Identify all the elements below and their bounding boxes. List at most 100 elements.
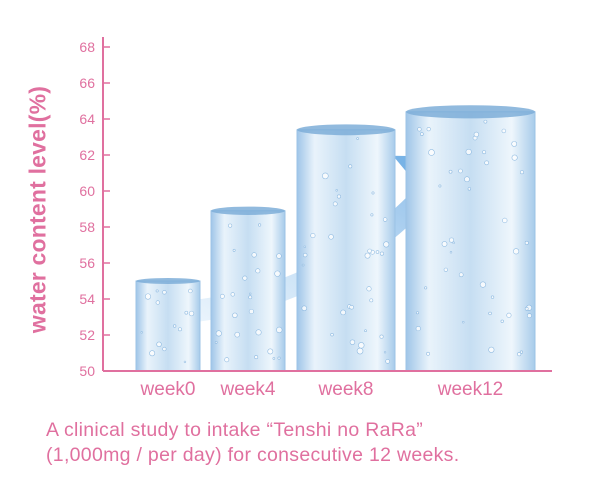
y-tick-label: 66 bbox=[79, 75, 95, 91]
bubble bbox=[274, 270, 281, 277]
bubble bbox=[335, 189, 338, 192]
y-tick-label: 62 bbox=[79, 147, 95, 163]
y-tick-label: 58 bbox=[79, 219, 95, 235]
bubble bbox=[364, 252, 371, 259]
bubble bbox=[501, 128, 507, 134]
bubble bbox=[366, 286, 372, 292]
bubble bbox=[482, 150, 487, 155]
caption-line-2: (1,000mg / per day) for consecutive 12 w… bbox=[46, 444, 460, 466]
bubble bbox=[511, 154, 518, 161]
bubble bbox=[458, 168, 463, 174]
y-tick-label: 64 bbox=[79, 111, 95, 127]
bubble bbox=[506, 312, 512, 318]
bubble bbox=[484, 160, 489, 166]
y-tick-label: 54 bbox=[79, 291, 95, 307]
bubble bbox=[228, 223, 233, 228]
bar-week4 bbox=[210, 206, 286, 372]
bubble bbox=[234, 331, 240, 338]
bubble bbox=[483, 119, 488, 124]
study-caption: A clinical study to intake “Tenshi no Ra… bbox=[46, 418, 459, 468]
bubble bbox=[255, 329, 262, 336]
bubble bbox=[383, 351, 387, 354]
bubble bbox=[214, 341, 218, 344]
bubble bbox=[328, 234, 334, 240]
bar-glass bbox=[135, 280, 201, 372]
bubble bbox=[349, 339, 356, 345]
y-tick-label: 52 bbox=[79, 327, 95, 343]
bubble bbox=[488, 311, 492, 316]
bubble bbox=[449, 251, 453, 254]
bubble bbox=[155, 300, 160, 305]
bubble bbox=[184, 310, 189, 315]
bubble bbox=[458, 272, 464, 278]
bubble bbox=[467, 187, 472, 191]
bubble bbox=[356, 347, 364, 355]
bubble bbox=[502, 217, 508, 224]
bubble bbox=[375, 250, 380, 254]
bubble bbox=[364, 329, 367, 333]
bubble bbox=[358, 342, 365, 349]
bubble bbox=[473, 131, 480, 138]
bubble bbox=[519, 350, 524, 354]
bubble bbox=[215, 330, 222, 337]
bar-water-surface bbox=[211, 206, 285, 215]
bubble bbox=[267, 348, 274, 355]
bubble bbox=[224, 357, 230, 363]
bubble bbox=[383, 241, 390, 248]
bubble bbox=[449, 237, 455, 243]
bubble bbox=[277, 356, 281, 360]
bubble bbox=[426, 351, 430, 356]
y-tick-label: 56 bbox=[79, 255, 95, 271]
bar-week12 bbox=[405, 105, 536, 372]
bubble bbox=[452, 241, 455, 245]
bubble bbox=[511, 141, 518, 147]
bubble bbox=[349, 304, 354, 310]
bubble bbox=[251, 252, 257, 258]
bubble bbox=[322, 172, 329, 180]
bubble bbox=[428, 149, 435, 156]
bubble bbox=[219, 293, 225, 299]
bubble bbox=[242, 275, 248, 281]
bubble bbox=[330, 332, 334, 337]
bubble bbox=[188, 288, 193, 294]
bubble bbox=[248, 308, 254, 315]
bar-water-surface bbox=[297, 124, 395, 136]
bubble bbox=[254, 355, 259, 360]
bubble bbox=[500, 319, 504, 323]
bubble bbox=[479, 281, 487, 288]
bubble bbox=[519, 170, 524, 175]
bubble bbox=[340, 309, 346, 316]
bars bbox=[135, 105, 536, 372]
bubble bbox=[230, 292, 235, 297]
bubble bbox=[178, 327, 182, 332]
x-tick-label: week8 bbox=[318, 379, 374, 400]
bar-water-surface bbox=[136, 278, 200, 284]
bubble bbox=[524, 240, 529, 245]
bubble bbox=[302, 252, 308, 258]
bubble bbox=[424, 286, 428, 290]
bubble bbox=[149, 350, 156, 357]
bubble bbox=[441, 241, 448, 247]
bubble bbox=[348, 164, 353, 169]
bubble bbox=[301, 263, 305, 267]
bubble bbox=[172, 324, 177, 328]
bar-week0 bbox=[135, 278, 201, 372]
y-tick-label: 50 bbox=[79, 363, 95, 379]
bubble bbox=[162, 346, 167, 352]
bubble bbox=[438, 184, 442, 188]
bubble bbox=[356, 137, 359, 140]
bubble bbox=[249, 292, 252, 295]
bar-glass bbox=[210, 210, 286, 372]
y-tick-label: 60 bbox=[79, 183, 95, 199]
bubble bbox=[369, 298, 374, 303]
bubble bbox=[332, 201, 338, 207]
bubble bbox=[379, 334, 384, 339]
bubble bbox=[232, 248, 236, 252]
bubble bbox=[448, 169, 453, 174]
bubble bbox=[248, 295, 253, 300]
x-tick-label: week4 bbox=[220, 379, 276, 400]
bubble bbox=[513, 248, 520, 255]
bubble bbox=[232, 312, 238, 318]
bubble bbox=[443, 267, 448, 272]
